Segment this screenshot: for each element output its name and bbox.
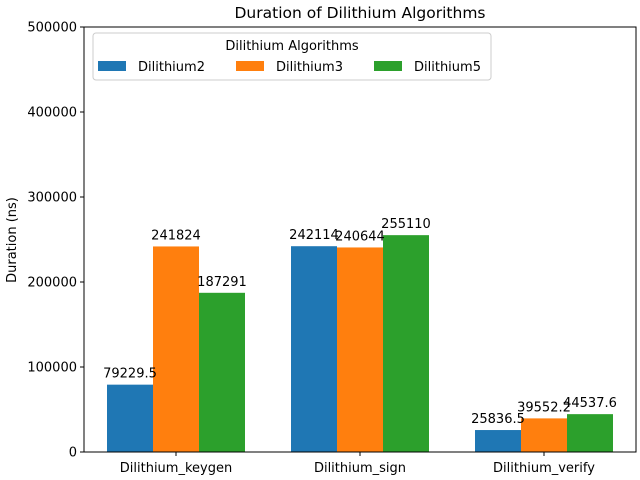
y-axis-label: Duration (ns) <box>5 197 20 283</box>
legend-entry-Dilithium3: Dilithium3 <box>276 60 343 75</box>
bar-Dilithium5-Dilithium_keygen <box>199 292 245 452</box>
legend-swatch-Dilithium3 <box>236 61 264 71</box>
y-tick-label: 100000 <box>27 361 77 376</box>
legend-swatch-Dilithium2 <box>98 61 126 71</box>
y-axis-ticks: 0 100000 200000 300000 400000 500000 <box>27 21 84 461</box>
x-tick-label: Dilithium_verify <box>493 461 595 476</box>
bar-Dilithium3-Dilithium_keygen <box>153 246 199 452</box>
y-tick-label: 300000 <box>27 191 77 206</box>
legend: Dilithium Algorithms Dilithium2 Dilithium3… <box>92 32 492 81</box>
bar-Dilithium2-Dilithium_sign <box>291 246 337 452</box>
bar-Dilithium3-Dilithium_verify <box>521 418 567 452</box>
bar-value-label: 39552.2 <box>517 400 571 415</box>
y-tick-label: 400000 <box>27 106 77 121</box>
bar-value-label: 187291 <box>197 275 247 290</box>
bar-Dilithium2-Dilithium_keygen <box>107 384 153 452</box>
bar-value-label: 44537.6 <box>563 396 617 411</box>
bar-value-label: 240644 <box>335 229 385 244</box>
legend-entry-Dilithium5: Dilithium5 <box>414 60 481 75</box>
legend-swatch-Dilithium5 <box>374 61 402 71</box>
bars <box>107 235 613 452</box>
plot-frame <box>83 26 637 453</box>
bar-value-labels: 79229.5 242114 25836.5 241824 240644 39552.2 1… <box>103 217 617 427</box>
y-tick-label: 200000 <box>27 276 77 291</box>
bar-value-label: 255110 <box>381 217 431 232</box>
chart-title: Duration of Dilithium Algorithms <box>234 4 485 22</box>
y-tick-label: 500000 <box>27 21 77 36</box>
bar-Dilithium5-Dilithium_sign <box>383 235 429 452</box>
bar-value-label: 241824 <box>151 228 201 243</box>
bar-value-label: 242114 <box>289 228 339 243</box>
legend-entry-Dilithium2: Dilithium2 <box>138 60 205 75</box>
bar-Dilithium3-Dilithium_sign <box>337 247 383 452</box>
x-tick-label: Dilithium_sign <box>314 461 406 476</box>
x-axis-ticks: Dilithium_keygen Dilithium_sign Dilithium_… <box>120 452 595 476</box>
y-tick-label: 0 <box>69 446 77 461</box>
legend-title: Dilithium Algorithms <box>225 39 358 54</box>
bar-Dilithium5-Dilithium_verify <box>567 414 613 452</box>
x-tick-label: Dilithium_keygen <box>120 461 232 476</box>
bar-value-label: 25836.5 <box>471 412 525 427</box>
bar-Dilithium2-Dilithium_verify <box>475 430 521 452</box>
bar-value-label: 79229.5 <box>103 367 157 382</box>
